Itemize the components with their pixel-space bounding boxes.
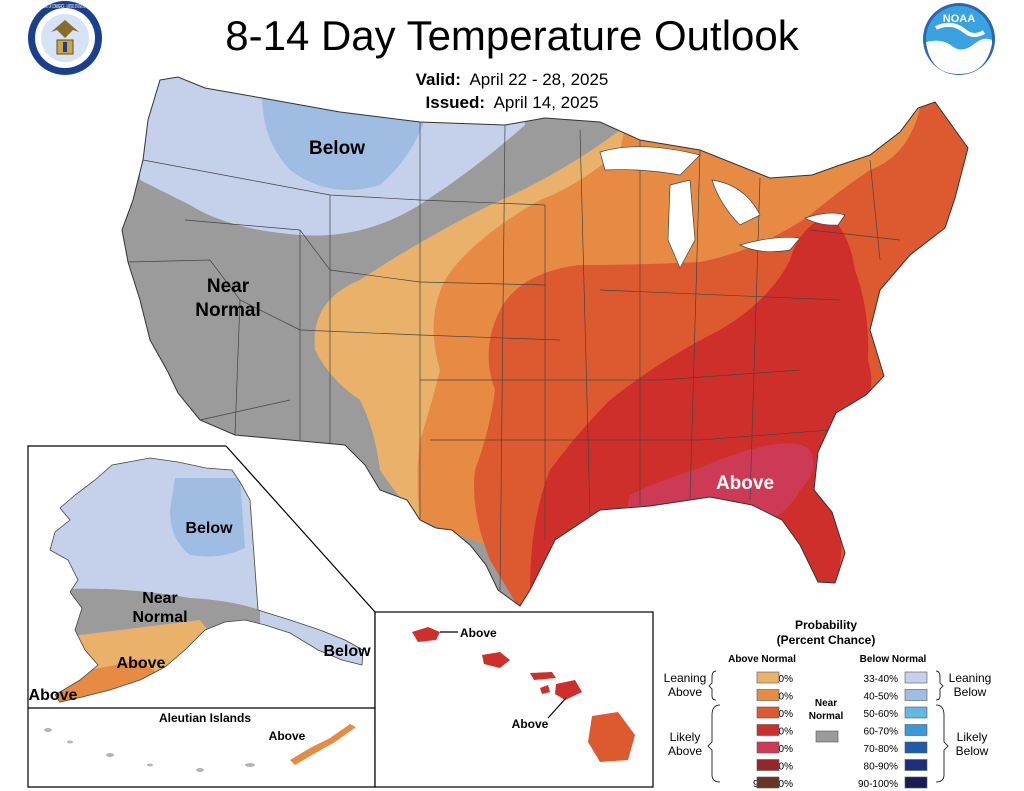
issued-date: Issued: April 14, 2025 (0, 93, 1024, 113)
below-normal-range-label: 50-60% (864, 709, 899, 720)
hawaii-leader-2 (547, 697, 567, 719)
valid-dates: Valid: April 22 - 28, 2025 (0, 70, 1024, 90)
above-normal-swatch (756, 671, 780, 684)
below-normal-range-label: 33-40% (864, 674, 899, 685)
legend-above-header: Above Normal (728, 654, 796, 665)
alaska-near-label-2: Normal (132, 609, 187, 626)
conus-near-label-2: Normal (195, 300, 260, 321)
map-title: 8-14 Day Temperature Outlook (225, 12, 799, 59)
below-normal-swatch (904, 724, 928, 736)
issued-value: April 14, 2025 (493, 93, 599, 112)
near-normal-swatch (815, 730, 839, 743)
conus-outline (121, 76, 969, 607)
likely-above-label-1: Likely (670, 730, 701, 744)
alaska-above-label-1: Above (117, 655, 166, 672)
below-normal-range-label: 80-90% (864, 762, 899, 773)
likely-above-label-2: Above (668, 744, 702, 758)
above-normal-swatch (756, 689, 780, 701)
below-normal-range-label: 90-100% (858, 779, 898, 790)
big-island (588, 712, 635, 762)
alaska-below-40-region (170, 478, 245, 557)
likely-below-brace (935, 704, 949, 783)
hawaii-above-label-2: Above (512, 717, 549, 731)
above-normal-swatch (756, 724, 780, 736)
legend-near-label-1: Near (815, 698, 837, 709)
lanai-island (540, 685, 550, 694)
conus-below-40-region (262, 95, 430, 190)
below-normal-swatch (904, 741, 928, 754)
below-normal-range-label: 40-50% (864, 692, 899, 703)
conus-below-label: Below (309, 138, 365, 159)
aleutian-title: Aleutian Islands (159, 711, 251, 725)
above-normal-swatch (756, 759, 780, 771)
alaska-map (49, 457, 364, 703)
legend-title-1: Probability (795, 618, 857, 632)
oahu-island (482, 652, 510, 668)
below-normal-swatches: 33-40% 40-50% 50-60% 60-70% 70-80% 80-90% 90-1… (858, 671, 928, 790)
valid-value: April 22 - 28, 2025 (469, 70, 609, 89)
below-normal-swatch (904, 671, 928, 684)
kauai-island (412, 627, 440, 642)
leaning-above-brace (708, 670, 717, 701)
legend: Probability (Percent Chance) Above Norma… (664, 618, 992, 790)
noaa-logo: NOAA (923, 3, 995, 75)
likely-below-label-1: Likely (957, 730, 988, 744)
lake-superior (599, 146, 701, 176)
leaning-above-label-2: Above (668, 685, 702, 699)
leaning-below-label-1: Leaning (949, 671, 992, 685)
conus-above-label: Above (716, 473, 774, 494)
above-normal-swatch (756, 776, 780, 789)
hawaii-map (412, 627, 635, 762)
valid-label: Valid: (415, 70, 461, 89)
maui-island (555, 680, 582, 700)
aleutian-islands (44, 728, 255, 772)
lake-huron (711, 179, 761, 226)
legend-below-header: Below Normal (860, 654, 927, 665)
likely-above-brace (707, 704, 721, 783)
hawaii-above-label-1: Above (460, 626, 497, 640)
molokai-island (530, 672, 556, 680)
alaska-panhandle-below-label: Below (323, 643, 371, 660)
aleutian-above-region (290, 724, 356, 765)
likely-below-label-2: Below (956, 744, 989, 758)
alaska-below-label: Below (185, 520, 233, 537)
below-normal-range-label: 60-70% (864, 727, 899, 738)
lake-erie (739, 236, 801, 252)
seal-text: DEPARTMENT OF COMMERCE · UNITED STATES O… (34, 4, 96, 10)
alaska-above-label-2: Above (29, 687, 78, 704)
alaska-near-label-1: Near (142, 590, 178, 607)
above-normal-swatch (756, 706, 780, 719)
below-normal-swatch (904, 689, 928, 701)
below-normal-swatch (904, 759, 928, 771)
legend-title-2: (Percent Chance) (777, 633, 876, 647)
conus-near-label-1: Near (207, 276, 250, 297)
issued-label: Issued: (425, 93, 486, 112)
commerce-seal-logo: DEPARTMENT OF COMMERCE · UNITED STATES O… (28, 1, 102, 75)
above-normal-swatch (756, 741, 780, 754)
leaning-below-label-2: Below (954, 685, 987, 699)
below-normal-swatch (904, 706, 928, 719)
below-normal-swatch (904, 776, 928, 789)
lake-ontario (804, 212, 846, 226)
lake-michigan (667, 179, 696, 269)
above-normal-swatches: 33-40%40-50%50-60%60-70%70-80%80-90%90-1… (753, 671, 793, 790)
legend-near-label-2: Normal (809, 711, 844, 722)
noaa-text: NOAA (943, 13, 975, 25)
conus-state-borders (127, 122, 901, 591)
leaning-below-brace (935, 670, 944, 701)
aleutian-above-label: Above (269, 729, 306, 743)
leaning-above-label-1: Leaning (664, 671, 707, 685)
alaska-outline (49, 457, 364, 703)
below-normal-range-label: 70-80% (864, 744, 899, 755)
